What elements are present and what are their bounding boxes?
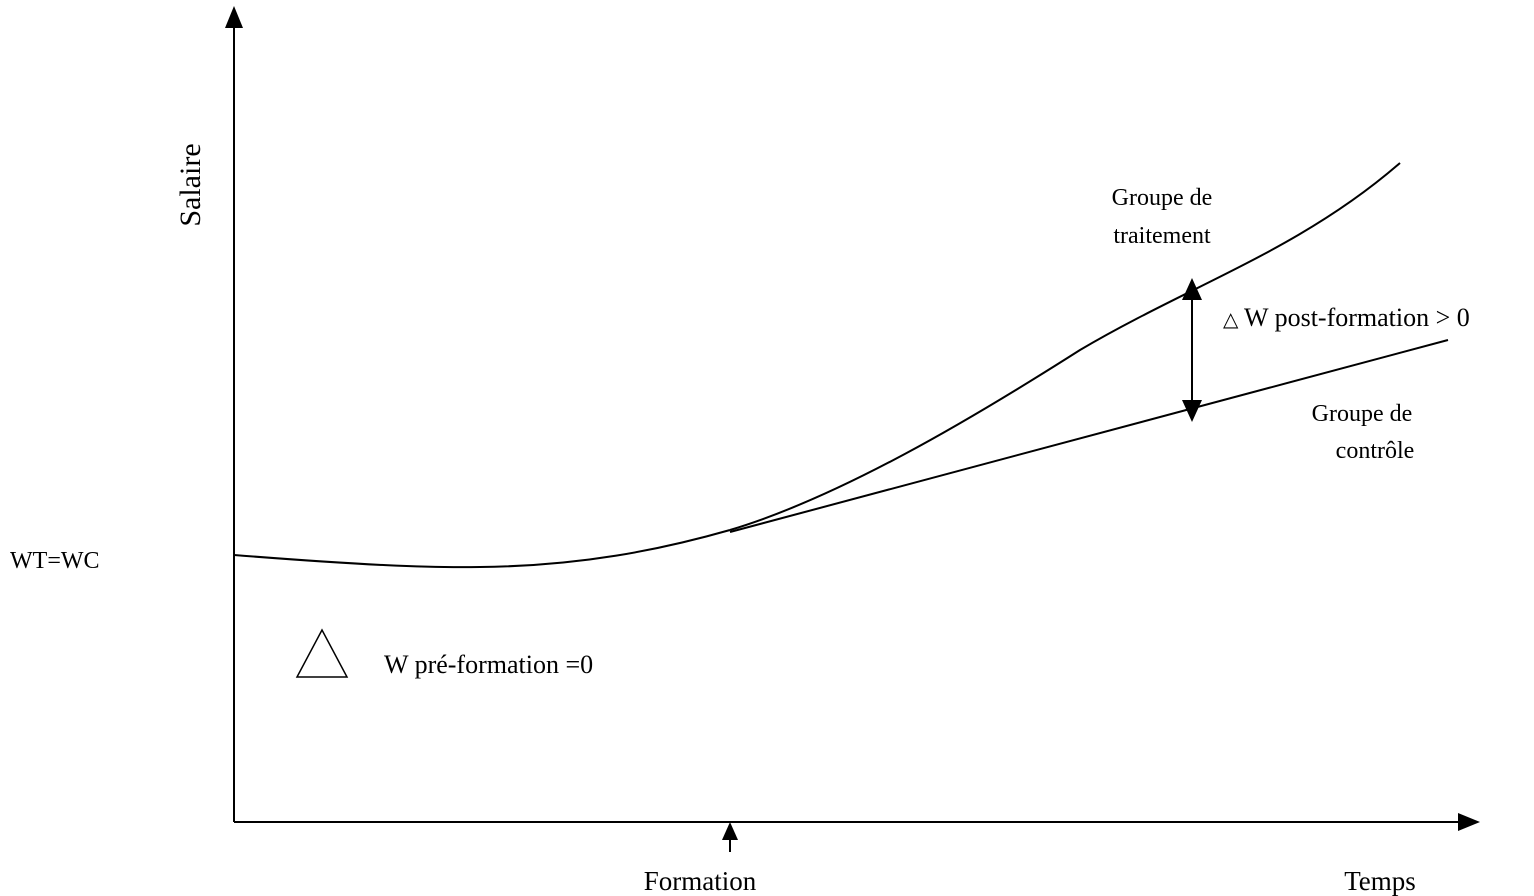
y-axis-arrowhead bbox=[225, 6, 243, 28]
post-difference-arrowhead-down bbox=[1182, 400, 1202, 422]
pre-training-difference-label: W pré-formation =0 bbox=[384, 650, 593, 679]
treatment-group-label-line2: traitement bbox=[1113, 223, 1211, 249]
post-difference-arrowhead-up bbox=[1182, 278, 1202, 300]
x-axis-arrowhead bbox=[1458, 813, 1480, 831]
post-delta-symbol: △ bbox=[1223, 309, 1239, 331]
y-axis-label: Salaire bbox=[174, 143, 207, 226]
treatment-group-label-line1: Groupe de bbox=[1112, 185, 1213, 211]
post-training-difference-label: W post-formation > 0 bbox=[1244, 303, 1470, 332]
control-group-line bbox=[729, 339, 1449, 533]
control-group-label-line1: Groupe de bbox=[1312, 401, 1413, 427]
training-marker-arrowhead bbox=[722, 822, 738, 840]
training-label: Formation bbox=[644, 866, 757, 896]
x-axis-label: Temps bbox=[1344, 866, 1416, 896]
pre-training-curve bbox=[233, 529, 731, 569]
pre-delta-triangle-icon bbox=[295, 628, 349, 678]
control-group-label-line2: contrôle bbox=[1336, 438, 1415, 464]
initial-wage-label: WT=WC bbox=[10, 548, 100, 574]
treatment-group-curve bbox=[729, 162, 1401, 531]
